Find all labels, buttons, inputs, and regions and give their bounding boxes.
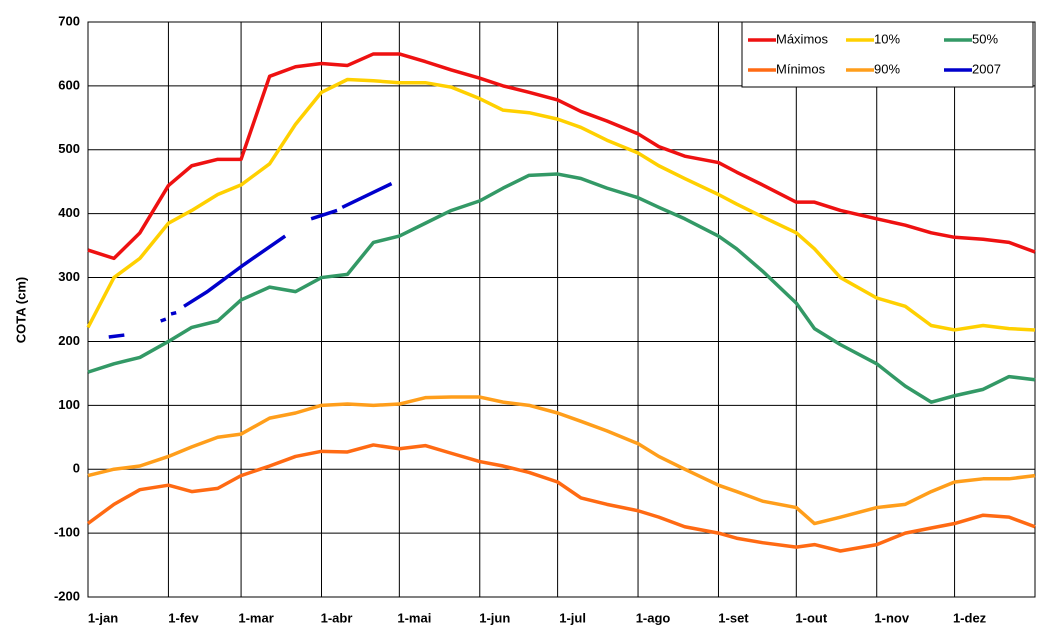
x-tick-label: 1-out bbox=[795, 610, 827, 625]
legend-label: 50% bbox=[972, 31, 998, 46]
x-tick-label: 1-fev bbox=[168, 610, 199, 625]
x-tick-label: 1-mai bbox=[397, 610, 431, 625]
series-line bbox=[86, 443, 1036, 553]
y-tick-label: 400 bbox=[58, 205, 80, 220]
legend-label: 90% bbox=[874, 61, 900, 76]
legend-label: Mínimos bbox=[776, 61, 826, 76]
legend-box bbox=[741, 21, 1034, 88]
legend-label: 10% bbox=[874, 31, 900, 46]
x-tick-label: 1-jul bbox=[559, 610, 586, 625]
series-line bbox=[87, 52, 1036, 261]
y-tick-label: 500 bbox=[58, 141, 80, 156]
series-line bbox=[87, 395, 1036, 526]
y-tick-label: 0 bbox=[73, 461, 80, 476]
y-tick-label: 200 bbox=[58, 333, 80, 348]
y-tick-label: 100 bbox=[58, 397, 80, 412]
series-line bbox=[87, 172, 1036, 404]
y-axis-label: COTA (cm) bbox=[13, 277, 28, 343]
y-tick-label: 300 bbox=[58, 269, 80, 284]
series-line bbox=[183, 234, 287, 308]
y-tick-label: 600 bbox=[58, 77, 80, 92]
x-tick-label: 1-set bbox=[718, 610, 749, 625]
series-line bbox=[160, 317, 167, 323]
x-tick-label: 1-dez bbox=[953, 610, 987, 625]
x-tick-label: 1-jun bbox=[479, 610, 510, 625]
x-tick-label: 1-jan bbox=[88, 610, 118, 625]
legend-label: Máximos bbox=[776, 31, 829, 46]
x-tick-label: 1-mar bbox=[238, 610, 273, 625]
y-tick-label: -100 bbox=[54, 525, 80, 540]
series-line bbox=[108, 333, 125, 339]
y-tick-label: -200 bbox=[54, 588, 80, 603]
x-tick-label: 1-ago bbox=[636, 610, 671, 625]
legend-label: 2007 bbox=[972, 61, 1001, 76]
series-line bbox=[170, 310, 177, 316]
series-line bbox=[341, 182, 393, 209]
series-line bbox=[86, 77, 1036, 332]
x-tick-label: 1-nov bbox=[874, 610, 909, 625]
series-line bbox=[310, 208, 338, 221]
x-tick-label: 1-abr bbox=[321, 610, 353, 625]
y-tick-label: 700 bbox=[58, 13, 80, 28]
